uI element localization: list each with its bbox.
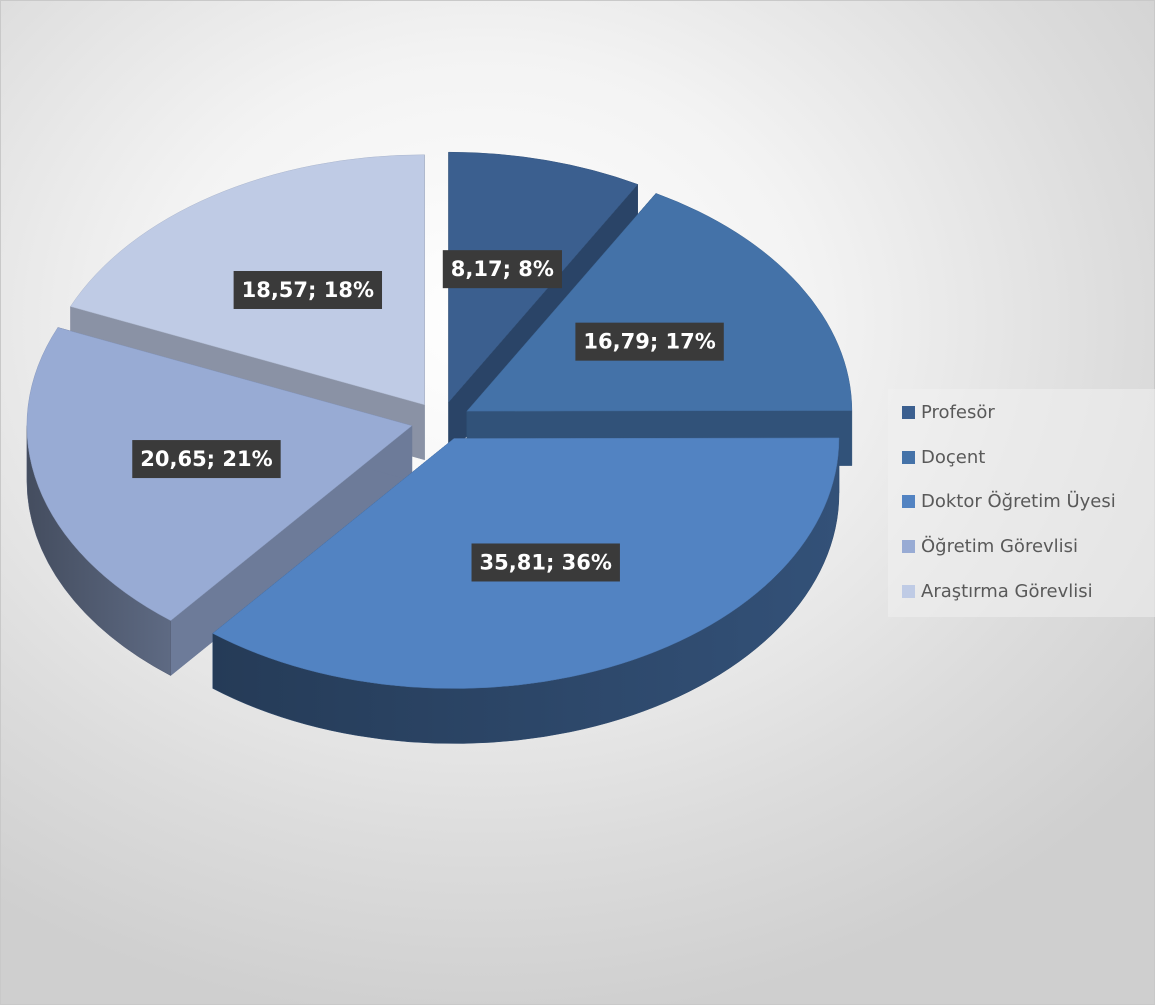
legend-item-arastirma-gorevlisi: Araştırma Görevlisi: [902, 578, 1093, 604]
data-label-text: 35,81; 36%: [480, 550, 612, 574]
data-label-text: 18,57; 18%: [242, 278, 374, 302]
data-label-3: 20,65; 21%: [132, 440, 281, 479]
pie-slice-top: [466, 193, 853, 412]
legend-label: Öğretim Görevlisi: [921, 535, 1079, 557]
legend-swatch: [902, 405, 915, 419]
data-label-bg: [471, 543, 620, 582]
legend-swatch: [902, 450, 915, 464]
legend-item-profesor: Profesör: [902, 399, 995, 425]
legend-item-ogretim-gorevlisi: Öğretim Görevlisi: [902, 533, 1078, 559]
legend-swatch: [902, 584, 915, 598]
legend-label: Profesör: [921, 401, 995, 423]
data-label-0: 8,17; 8%: [442, 250, 562, 289]
data-label-bg: [442, 250, 562, 289]
legend-item-docent: Doçent: [902, 444, 985, 470]
data-label-4: 18,57; 18%: [233, 270, 383, 309]
legend-label: Doktor Öğretim Üyesi: [921, 490, 1116, 512]
data-label-1: 16,79; 17%: [575, 322, 724, 361]
data-label-2: 35,81; 36%: [471, 543, 620, 582]
data-label-text: 16,79; 17%: [583, 330, 715, 354]
legend-label: Araştırma Görevlisi: [921, 580, 1093, 602]
data-label-text: 8,17; 8%: [451, 257, 554, 281]
data-label-bg: [132, 440, 281, 479]
data-label-bg: [233, 270, 383, 309]
data-label-bg: [575, 322, 724, 361]
legend-item-doktor-ogretim-uyesi: Doktor Öğretim Üyesi: [902, 488, 1116, 514]
legend-label: Doçent: [921, 446, 986, 468]
data-label-text: 20,65; 21%: [140, 447, 272, 471]
legend-swatch: [902, 494, 915, 508]
legend: Profesör Doçent Doktor Öğretim Üyesi Öğr…: [888, 389, 1155, 617]
legend-swatch: [902, 539, 915, 553]
